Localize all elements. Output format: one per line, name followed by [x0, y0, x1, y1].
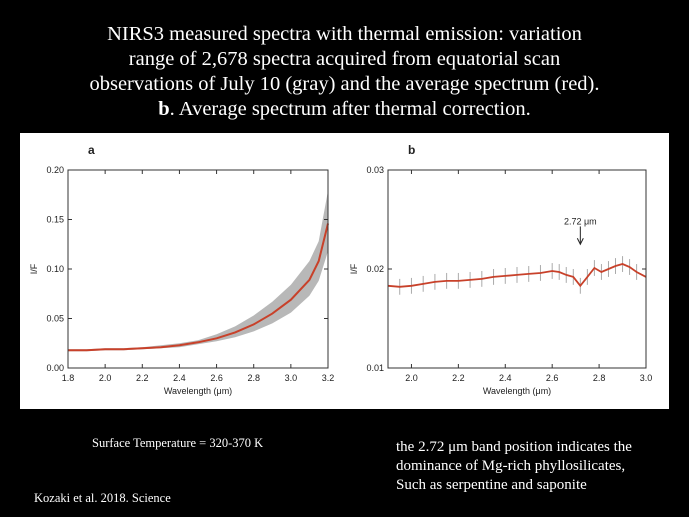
panel-a [67, 169, 329, 369]
x-tick-label: 2.8 [247, 373, 260, 383]
band-note-line-1: the 2.72 μm band position indicates the [396, 439, 632, 455]
title-line-3: observations of July 10 (gray) and the a… [89, 73, 600, 95]
x-tick-label: 2.4 [173, 373, 186, 383]
spectra-figure: 1.8 2.0 2.2 2.4 2.6 2.8 3.0 3.2 0.00 0.05 0.10 0.15… [29, 143, 653, 396]
mean-spectrum-line [68, 223, 329, 352]
band-note: the 2.72 μm band position indicates the … [396, 438, 681, 495]
x-tick-label: 2.8 [593, 373, 606, 383]
band-annotation-arrowhead [576, 238, 584, 246]
subtitle-rest: . Average spectrum after thermal correct… [169, 98, 531, 120]
citation: Kozaki et al. 2018. Science [34, 491, 171, 505]
x-tick-label: 2.6 [546, 373, 559, 383]
y-tick-label: 0.15 [46, 215, 64, 225]
x-tick-label: 2.2 [452, 373, 465, 383]
x-tick-label: 2.0 [99, 373, 112, 383]
band-note-line-3: Such as serpentine and saponite [396, 477, 587, 493]
temperature-note: Surface Temperature = 320-370 K [92, 436, 264, 450]
x-tick-label: 3.0 [640, 373, 653, 383]
x-axis-label: Wavelength (μm) [164, 386, 232, 396]
y-tick-label: 0.00 [46, 363, 64, 373]
figure-panel: 1.8 2.0 2.2 2.4 2.6 2.8 3.0 3.2 0.00 0.05 0.10 0.15… [20, 133, 669, 409]
panel-label: a [88, 143, 95, 157]
x-tick-label: 3.0 [285, 373, 298, 383]
plot-frame [67, 169, 329, 369]
y-tick-label: 0.01 [366, 363, 384, 373]
x-tick-label: 2.0 [405, 373, 418, 383]
x-tick-label: 2.2 [136, 373, 149, 383]
range-band [68, 190, 328, 352]
x-axis-label: Wavelength (μm) [483, 386, 551, 396]
x-tick-label: 3.2 [322, 373, 335, 383]
title-line-4: b. Average spectrum after thermal correc… [20, 97, 669, 122]
y-axis-label: I/F [349, 263, 359, 274]
y-tick-label: 0.05 [46, 314, 64, 324]
y-tick-label: 0.10 [46, 264, 64, 274]
y-tick-label: 0.03 [366, 165, 384, 175]
panel-b [387, 169, 647, 369]
x-tick-label: 2.4 [499, 373, 512, 383]
band-annotation-label: 2.72 μm [564, 216, 597, 226]
title-line-1: NIRS3 measured spectra with thermal emis… [107, 23, 582, 45]
y-tick-label: 0.02 [366, 264, 384, 274]
x-tick-label: 2.6 [210, 373, 223, 383]
subtitle-bold: b [158, 98, 170, 120]
y-axis-label: I/F [29, 263, 39, 274]
y-tick-label: 0.20 [46, 165, 64, 175]
slide-title: NIRS3 measured spectra with thermal emis… [20, 22, 669, 122]
corrected-spectrum-line [387, 263, 647, 288]
x-tick-label: 1.8 [62, 373, 75, 383]
panel-label: b [408, 143, 415, 157]
band-note-line-2: dominance of Mg-rich phyllosilicates, [396, 458, 626, 474]
title-line-2: range of 2,678 spectra acquired from equ… [128, 48, 561, 70]
